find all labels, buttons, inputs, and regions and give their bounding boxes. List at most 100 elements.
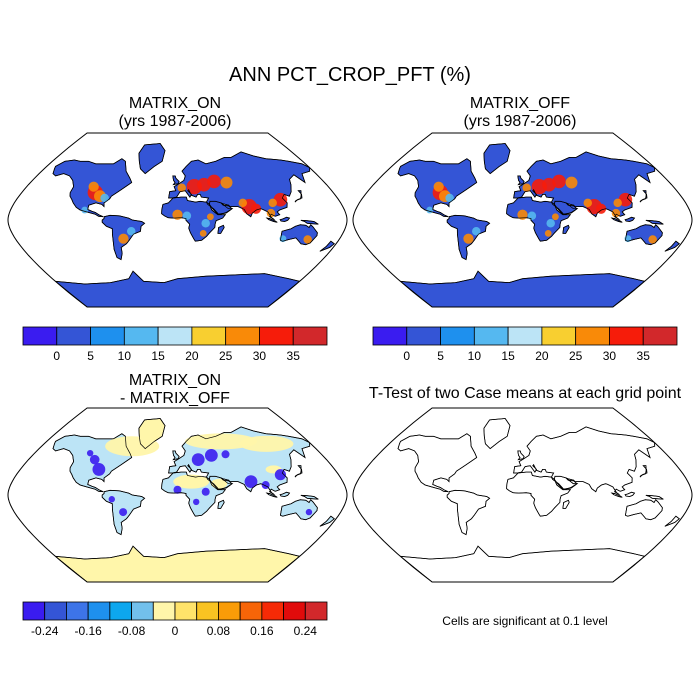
coastline xyxy=(52,433,133,493)
coastline xyxy=(209,475,233,490)
colorbar-tick-label: 0 xyxy=(172,624,179,638)
coastline xyxy=(101,214,146,261)
coastline xyxy=(138,418,166,450)
colorbar-swatch xyxy=(218,601,241,621)
coastline xyxy=(513,426,656,495)
colorbar-swatch xyxy=(123,326,159,346)
crop-hotspot xyxy=(206,213,214,221)
coastline xyxy=(138,143,166,175)
coastline xyxy=(319,515,335,527)
colorbar-tick-label: 10 xyxy=(118,349,132,363)
coastline xyxy=(506,471,572,517)
colorbar-swatch xyxy=(292,326,328,346)
colorbar-tick-label: 0 xyxy=(53,349,60,363)
anomaly-negative xyxy=(221,450,230,459)
colorbar-swatch xyxy=(507,326,543,346)
coastline xyxy=(279,216,291,222)
map-matrix-on xyxy=(7,132,348,308)
map-difference xyxy=(7,407,348,583)
crop-hotspot xyxy=(613,198,622,208)
coastline xyxy=(172,450,180,461)
coastline xyxy=(513,151,656,220)
coastline xyxy=(265,492,278,498)
colorbar-swatch xyxy=(152,601,176,621)
crop-hotspot xyxy=(445,193,454,203)
coastline xyxy=(161,471,227,517)
coastline xyxy=(217,224,225,234)
colorbar-tick-label: 0.24 xyxy=(294,624,318,638)
colorbar-swatch xyxy=(56,326,91,346)
coastline xyxy=(624,491,636,497)
colorbar-absolute: 0 5 10 15 20 25 30 35 xyxy=(22,326,328,363)
colorbar-swatch xyxy=(372,326,408,346)
crop-hotspot xyxy=(583,198,593,208)
coastline xyxy=(554,200,578,215)
colorbar-swatch xyxy=(22,601,46,621)
crop-hotspot xyxy=(472,227,481,236)
panel-title-matrix-off: MATRIX_OFF (yrs 1987-2006) xyxy=(385,95,655,131)
coastline xyxy=(52,158,133,218)
significance-note: Cells are significant at 0.1 level xyxy=(442,614,608,628)
crop-hotspot xyxy=(81,206,89,214)
coastline xyxy=(517,450,525,461)
coastline xyxy=(280,499,318,521)
coastline xyxy=(300,494,319,500)
colorbar-swatch xyxy=(609,326,644,346)
anomaly-negative xyxy=(244,475,258,489)
crop-hotspot xyxy=(199,229,207,237)
crop-hotspot xyxy=(648,235,657,244)
crop-hotspot xyxy=(207,174,221,189)
anomaly-positive xyxy=(105,436,160,457)
colorbar-swatch xyxy=(109,601,132,621)
crop-hotspot xyxy=(127,227,136,236)
coastline xyxy=(168,426,311,495)
crop-hotspot xyxy=(177,183,186,192)
colorbar-tick-label: 25 xyxy=(569,349,583,363)
crop-hotspot xyxy=(100,193,109,203)
coastline xyxy=(265,217,278,223)
crop-hotspot xyxy=(544,229,552,237)
panel-title-line2: - MATRIX_OFF xyxy=(120,390,230,407)
coastline xyxy=(483,143,511,175)
colorbar-tick-label: 30 xyxy=(253,349,267,363)
coastline xyxy=(562,499,570,509)
anomaly-negative xyxy=(201,487,210,496)
colorbar-swatch xyxy=(575,326,610,346)
figure-title: ANN PCT_CROP_PFT (%) xyxy=(229,64,471,86)
colorbar-tick-label: 5 xyxy=(87,349,94,363)
crop-hotspot xyxy=(522,183,531,192)
colorbar-swatch xyxy=(440,326,475,346)
colorbar-tick-label: -0.24 xyxy=(31,624,59,638)
colorbar-tick-label: 15 xyxy=(501,349,515,363)
coastline xyxy=(645,219,664,225)
colorbar-swatch xyxy=(196,601,219,621)
crop-hotspot xyxy=(552,174,566,189)
panel-title-ttest: T-Test of two Case means at each grid po… xyxy=(368,385,682,402)
colorbar-tick-label: 5 xyxy=(437,349,444,363)
colorbar-swatch xyxy=(131,601,154,621)
colorbar-swatch xyxy=(406,326,441,346)
colorbar-swatch xyxy=(541,326,577,346)
panel-title-line2: (yrs 1987-2006) xyxy=(463,113,577,130)
crop-hotspot xyxy=(303,235,312,244)
anomaly-negative xyxy=(204,448,218,462)
coastline xyxy=(506,196,572,242)
coastline xyxy=(294,190,303,203)
crop-hotspot xyxy=(273,192,288,207)
coastline xyxy=(446,489,491,536)
map-border xyxy=(352,132,693,308)
panel-title-line1: MATRIX_OFF xyxy=(469,95,571,112)
crop-hotspot xyxy=(250,203,262,214)
colorbar-swatch xyxy=(304,601,328,621)
panel-title-matrix-on: MATRIX_ON (yrs 1987-2006) xyxy=(40,95,310,131)
anomaly-negative xyxy=(192,498,200,506)
anomaly-negative xyxy=(89,454,100,465)
colorbar-swatch xyxy=(225,326,260,346)
colorbar-swatch xyxy=(642,326,678,346)
colorbar-swatch xyxy=(22,326,58,346)
map-border xyxy=(352,407,693,583)
coastline xyxy=(610,217,623,223)
colorbar-tick-label: 15 xyxy=(151,349,165,363)
map-matrix-off xyxy=(352,132,693,308)
coastline xyxy=(280,224,318,246)
